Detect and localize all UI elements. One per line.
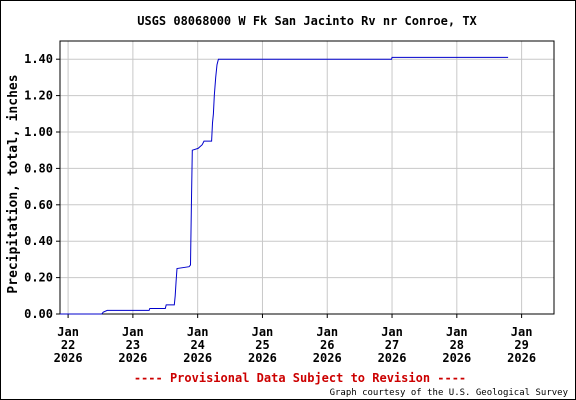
usgs-credit: Graph courtesy of the U.S. Geological Su… <box>330 388 569 398</box>
chart-title: USGS 08068000 W Fk San Jacinto Rv nr Con… <box>137 14 477 28</box>
y-tick-label: 0.20 <box>24 271 53 285</box>
y-tick-labels: 0.00 0.20 0.40 0.60 0.80 1.00 1.20 1.40 <box>24 52 53 321</box>
x-tick-day: 28 <box>450 338 464 352</box>
x-tick-year: 2026 <box>442 351 471 365</box>
x-tick-day: 26 <box>320 338 334 352</box>
x-tick-day: 27 <box>385 338 399 352</box>
y-tick-label: 1.20 <box>24 89 53 103</box>
x-tick-month: Jan <box>381 325 403 339</box>
y-tick-label: 0.60 <box>24 198 53 212</box>
plot-area <box>59 40 555 315</box>
x-tick-day: 23 <box>126 338 140 352</box>
x-tick-year: 2026 <box>507 351 536 365</box>
y-tick-label: 1.40 <box>24 52 53 66</box>
x-tick-year: 2026 <box>248 351 277 365</box>
x-tick-month: Jan <box>316 325 338 339</box>
y-tick-label: 0.80 <box>24 161 53 175</box>
x-tick-month: Jan <box>252 325 274 339</box>
x-tick-labels: Jan222026Jan232026Jan242026Jan252026Jan2… <box>54 325 536 365</box>
y-tick-label: 1.00 <box>24 125 53 139</box>
x-tick-day: 29 <box>514 338 528 352</box>
x-tick-year: 2026 <box>118 351 147 365</box>
x-tick-month: Jan <box>122 325 144 339</box>
y-axis-label: Precipitation, total, inches <box>6 74 21 293</box>
x-tick-year: 2026 <box>313 351 342 365</box>
x-tick-month: Jan <box>187 325 209 339</box>
y-tick-label: 0.40 <box>24 234 53 248</box>
series-layer <box>60 56 509 315</box>
precipitation-series-line <box>60 56 509 315</box>
x-tick-year: 2026 <box>54 351 83 365</box>
provisional-data-note: ---- Provisional Data Subject to Revisio… <box>134 371 466 385</box>
x-tick-day: 22 <box>61 338 75 352</box>
plot-border <box>59 40 555 315</box>
x-tick-year: 2026 <box>378 351 407 365</box>
x-tick-day: 24 <box>190 338 204 352</box>
y-tick-label: 0.00 <box>24 307 53 321</box>
x-tick-month: Jan <box>511 325 533 339</box>
x-tick-month: Jan <box>57 325 79 339</box>
x-tick-month: Jan <box>446 325 468 339</box>
x-tick-day: 25 <box>255 338 269 352</box>
x-tick-year: 2026 <box>183 351 212 365</box>
